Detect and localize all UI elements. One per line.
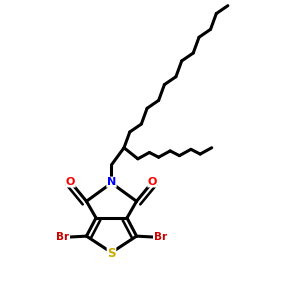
Text: Br: Br <box>153 232 167 242</box>
Text: O: O <box>66 177 75 187</box>
Text: N: N <box>107 177 116 187</box>
Text: Br: Br <box>56 232 70 242</box>
Text: S: S <box>107 247 116 260</box>
Text: O: O <box>148 177 157 187</box>
